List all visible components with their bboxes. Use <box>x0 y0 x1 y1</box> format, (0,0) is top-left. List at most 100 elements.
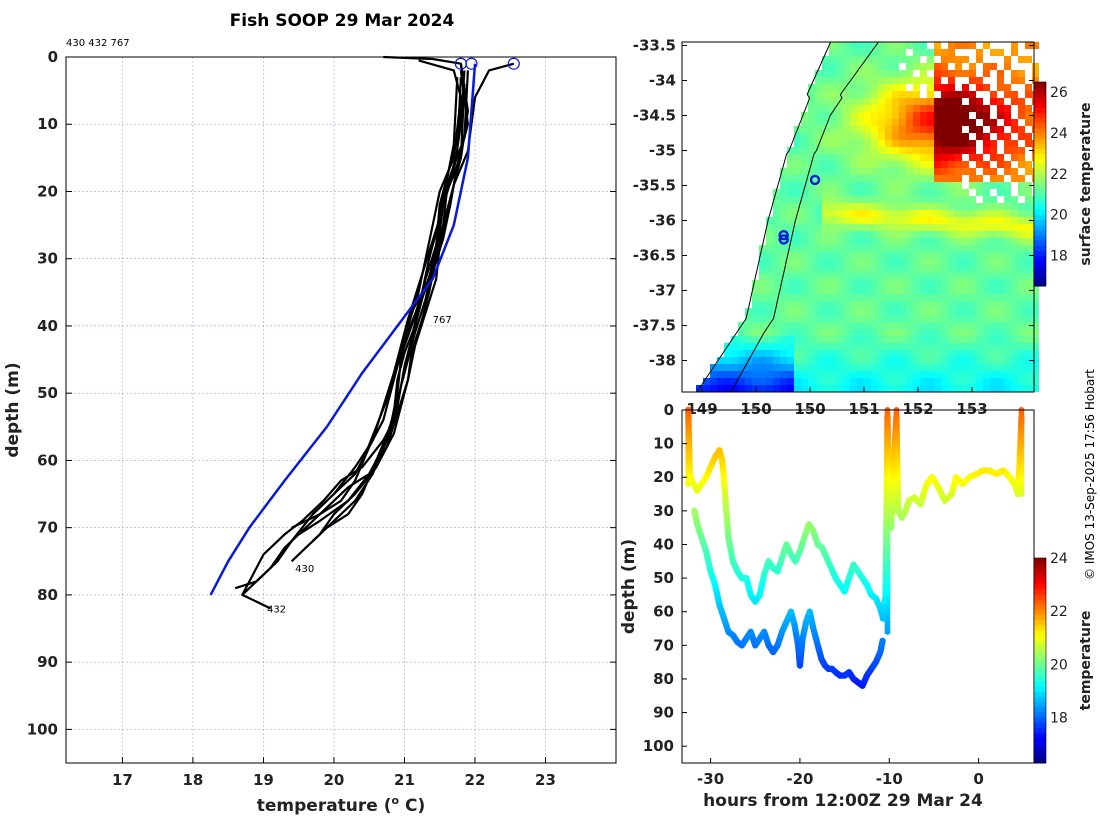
sst-cell <box>934 112 941 119</box>
sst-cell <box>780 343 787 350</box>
sst-cell <box>822 63 829 70</box>
sst-cell <box>948 140 955 147</box>
sst-cell <box>962 357 969 364</box>
sst-cell <box>997 350 1004 357</box>
sst-cell <box>857 182 864 189</box>
section-y-tick-label: 20 <box>653 468 674 486</box>
sst-cell <box>836 210 843 217</box>
colorbar-segment <box>1034 240 1046 246</box>
sst-cell <box>997 133 1004 140</box>
sst-cell <box>1018 231 1025 238</box>
sst-cell <box>759 308 766 315</box>
sst-cell <box>871 161 878 168</box>
sst-cell <box>871 84 878 91</box>
section-colorbar-tick-label: 22 <box>1050 604 1068 620</box>
sst-cell <box>948 224 955 231</box>
sst-cell <box>843 119 850 126</box>
sst-cell <box>906 98 913 105</box>
sst-cell <box>871 315 878 322</box>
sst-cell <box>941 217 948 224</box>
sst-cell <box>843 231 850 238</box>
sst-cell <box>787 280 794 287</box>
sst-cell <box>850 77 857 84</box>
map-x-tick-label: 152 <box>902 400 933 418</box>
sst-cell <box>759 350 766 357</box>
colorbar-segment <box>1034 265 1046 272</box>
sst-cell <box>1004 119 1011 126</box>
x-tick-label: 17 <box>112 771 133 789</box>
sst-cell <box>752 329 759 336</box>
sst-cell <box>990 378 997 385</box>
sst-cell <box>857 287 864 294</box>
y-axis-label: depth (m) <box>3 362 23 457</box>
sst-cell <box>857 224 864 231</box>
sst-cell <box>913 210 920 217</box>
sst-cell <box>927 364 934 371</box>
sst-cell <box>780 329 787 336</box>
sst-cell <box>934 105 941 112</box>
sst-cell <box>815 224 822 231</box>
sst-cell <box>969 280 976 287</box>
sst-cell <box>885 266 892 273</box>
sst-cell <box>794 343 801 350</box>
sst-cell <box>920 175 927 182</box>
sst-cell <box>836 133 843 140</box>
sst-cell <box>808 308 815 315</box>
sst-cell <box>892 49 899 56</box>
sst-cell <box>955 224 962 231</box>
sst-cell <box>1011 77 1018 84</box>
sst-cell <box>829 112 836 119</box>
sst-cell <box>815 133 822 140</box>
sst-cell <box>864 217 871 224</box>
sst-cell <box>920 182 927 189</box>
sst-cell <box>969 371 976 378</box>
sst-cell <box>843 147 850 154</box>
sst-cell <box>955 126 962 133</box>
sst-cell <box>822 231 829 238</box>
sst-cell <box>850 147 857 154</box>
sst-cell <box>857 161 864 168</box>
sst-cell <box>1004 140 1011 147</box>
sst-cell <box>976 357 983 364</box>
sst-cell <box>808 252 815 259</box>
sst-cell <box>864 336 871 343</box>
sst-cell <box>934 77 941 84</box>
sst-cell <box>1004 161 1011 168</box>
sst-cell <box>787 154 794 161</box>
sst-cell <box>983 252 990 259</box>
sst-cell <box>955 105 962 112</box>
sst-cell <box>829 266 836 273</box>
sst-cell <box>850 154 857 161</box>
sst-cell <box>934 42 941 49</box>
sst-cell <box>920 98 927 105</box>
sst-cell <box>892 308 899 315</box>
sst-cell <box>822 329 829 336</box>
sst-cell <box>857 147 864 154</box>
sst-cell <box>794 182 801 189</box>
sst-cell <box>766 231 773 238</box>
sst-cell <box>913 168 920 175</box>
sst-cell <box>892 98 899 105</box>
sst-cell <box>843 350 850 357</box>
sst-cell <box>962 245 969 252</box>
sst-cell <box>906 385 913 392</box>
sst-cell <box>948 252 955 259</box>
sst-cell <box>976 231 983 238</box>
sst-cell <box>1018 224 1025 231</box>
sst-cell <box>899 385 906 392</box>
sst-cell <box>934 224 941 231</box>
sst-cell <box>1018 133 1025 140</box>
sst-cell <box>738 364 745 371</box>
sst-cell <box>864 378 871 385</box>
sst-cell <box>878 217 885 224</box>
sst-cell <box>948 161 955 168</box>
sst-cell <box>1004 133 1011 140</box>
chart-title: Fish SOOP 29 Mar 2024 <box>230 11 455 31</box>
sst-cell <box>787 252 794 259</box>
sst-cell <box>962 280 969 287</box>
sst-cell <box>1025 308 1032 315</box>
sst-cell <box>920 119 927 126</box>
sst-cell <box>822 70 829 77</box>
sst-cell <box>794 189 801 196</box>
sst-cell <box>773 203 780 210</box>
